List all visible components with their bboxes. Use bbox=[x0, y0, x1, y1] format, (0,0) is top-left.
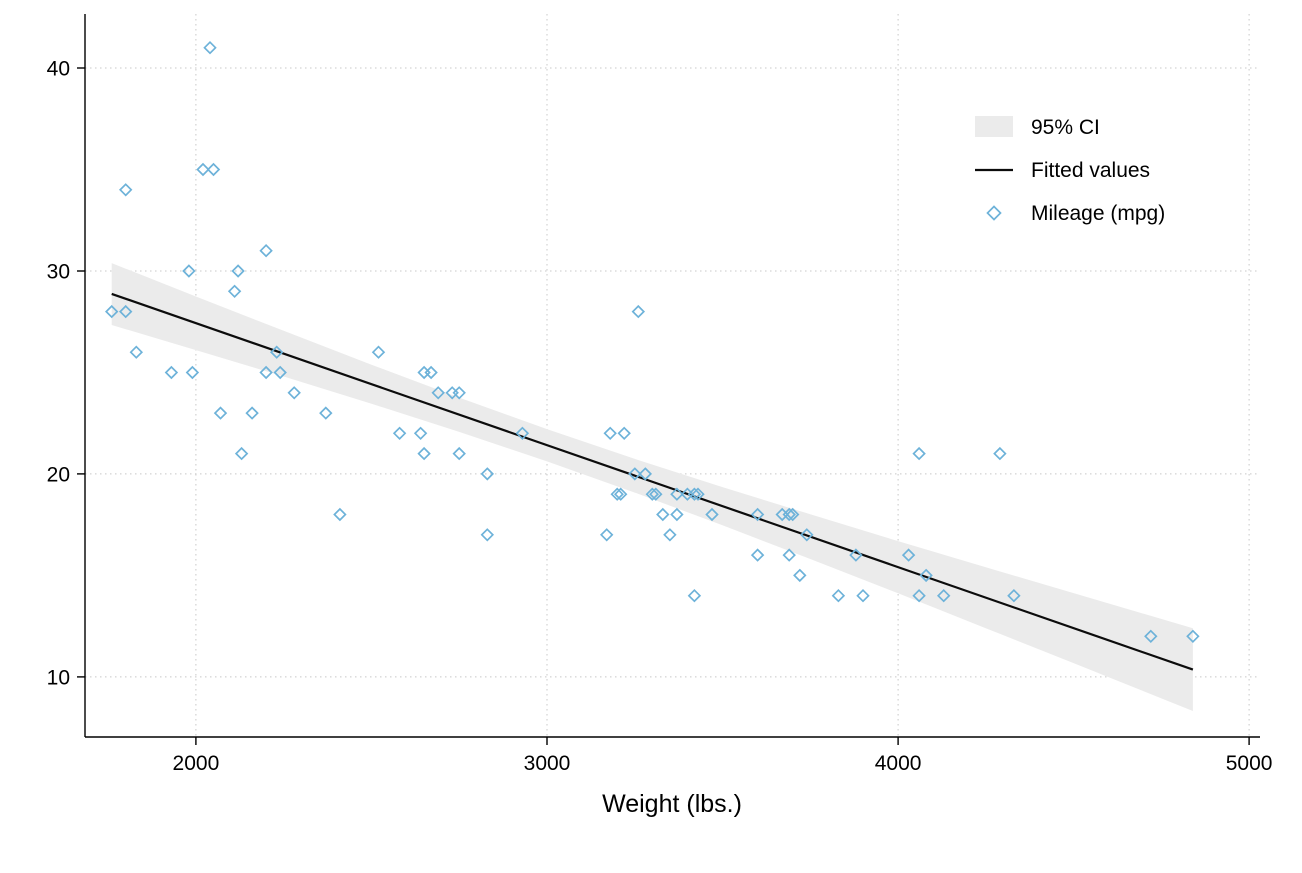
scatter-point bbox=[849, 548, 863, 562]
scatter-point bbox=[452, 446, 466, 461]
mileage-legend-marker-icon bbox=[986, 205, 1002, 221]
scatter-point bbox=[431, 386, 445, 400]
scatter-point bbox=[445, 386, 459, 400]
scatter-point bbox=[182, 264, 196, 278]
scatter-point bbox=[919, 568, 933, 583]
y-axis: 10 20 30 40 bbox=[47, 14, 86, 737]
scatter-point bbox=[196, 162, 210, 177]
y-tick-label: 10 bbox=[47, 666, 70, 689]
x-axis: 2000 3000 4000 5000 bbox=[85, 736, 1273, 775]
scatter-point bbox=[480, 528, 495, 542]
scatter-point bbox=[515, 426, 530, 441]
scatter-point bbox=[628, 467, 642, 481]
scatter-point bbox=[649, 487, 663, 501]
scatter-point bbox=[164, 365, 179, 380]
y-tick-label: 40 bbox=[47, 58, 70, 81]
scatter-point bbox=[645, 487, 660, 501]
y-tick-label: 20 bbox=[47, 463, 70, 486]
scatter-point bbox=[901, 548, 916, 562]
scatter-point bbox=[319, 406, 333, 420]
scatter-point bbox=[273, 365, 287, 380]
scatter-point bbox=[670, 487, 684, 501]
scatter-point bbox=[203, 40, 217, 55]
scatter-point bbox=[333, 507, 347, 522]
scatter-point bbox=[603, 426, 617, 441]
scatter-point bbox=[234, 446, 249, 461]
x-tick-label: 4000 bbox=[875, 752, 922, 775]
scatter-point bbox=[392, 426, 407, 441]
scatter-point bbox=[610, 487, 624, 501]
scatter-point bbox=[118, 183, 133, 197]
scatter-point bbox=[663, 528, 677, 542]
scatter-point bbox=[424, 365, 438, 380]
legend: 95% CI Fitted values Mileage (mpg) bbox=[975, 116, 1165, 225]
scatter-point bbox=[231, 264, 245, 278]
scatter-point bbox=[185, 365, 200, 380]
ci-legend-swatch bbox=[975, 116, 1013, 137]
scatter-point bbox=[259, 365, 273, 380]
scatter-point bbox=[687, 588, 702, 603]
scatter-point bbox=[104, 304, 119, 319]
scatter-point bbox=[227, 284, 242, 299]
scatter-point bbox=[631, 304, 646, 319]
x-tick-label: 2000 bbox=[173, 752, 220, 775]
scatter-point bbox=[129, 345, 144, 359]
scatter-point bbox=[750, 507, 765, 522]
scatter-point bbox=[705, 507, 719, 522]
x-tick-label: 5000 bbox=[1226, 752, 1273, 775]
scatter-point bbox=[782, 548, 796, 562]
scatter-point bbox=[417, 446, 431, 461]
scatter-point bbox=[670, 507, 684, 522]
x-axis-title: Weight (lbs.) bbox=[602, 790, 742, 818]
ci-band bbox=[111, 263, 1193, 711]
scatter-point bbox=[269, 345, 284, 359]
scatter-point bbox=[413, 426, 428, 441]
scatter-point bbox=[213, 406, 228, 420]
y-tick-label: 30 bbox=[47, 261, 70, 284]
scatter-point bbox=[687, 487, 702, 501]
scatter-point bbox=[793, 568, 807, 583]
scatter-point bbox=[691, 487, 705, 501]
scatter-point bbox=[118, 304, 133, 319]
scatter-point bbox=[417, 365, 431, 380]
scatter-point bbox=[1144, 629, 1158, 644]
fitted-line bbox=[111, 292, 1194, 671]
scatter-point bbox=[617, 426, 631, 441]
scatter-point bbox=[856, 588, 870, 603]
scatter-point bbox=[1186, 629, 1200, 644]
scatter-point bbox=[656, 507, 670, 522]
scatter-point bbox=[638, 467, 653, 481]
scatter-point bbox=[245, 406, 259, 420]
scatter-point bbox=[782, 507, 796, 522]
scatter-point bbox=[912, 446, 926, 461]
fitted-legend-label: Fitted values bbox=[1031, 159, 1150, 182]
scatter-point bbox=[599, 528, 614, 542]
scatter-point bbox=[831, 588, 846, 603]
scatter-point bbox=[206, 162, 221, 177]
ci-legend-label: 95% CI bbox=[1031, 116, 1100, 139]
scatter-point bbox=[480, 467, 495, 481]
scatter-point bbox=[800, 528, 814, 542]
scatter-points bbox=[104, 40, 1200, 644]
scatter-point bbox=[750, 548, 765, 562]
scatter-point bbox=[993, 446, 1007, 461]
scatter-point bbox=[936, 588, 951, 603]
mileage-legend-label: Mileage (mpg) bbox=[1031, 202, 1165, 225]
scatter-point bbox=[371, 345, 386, 359]
scatter-point bbox=[912, 588, 926, 603]
x-tick-label: 3000 bbox=[524, 752, 571, 775]
scatter-point bbox=[613, 487, 628, 501]
scatter-point bbox=[1007, 588, 1021, 603]
scatter-point bbox=[259, 243, 273, 258]
scatter-point bbox=[287, 386, 301, 400]
scatter-point bbox=[785, 507, 800, 522]
